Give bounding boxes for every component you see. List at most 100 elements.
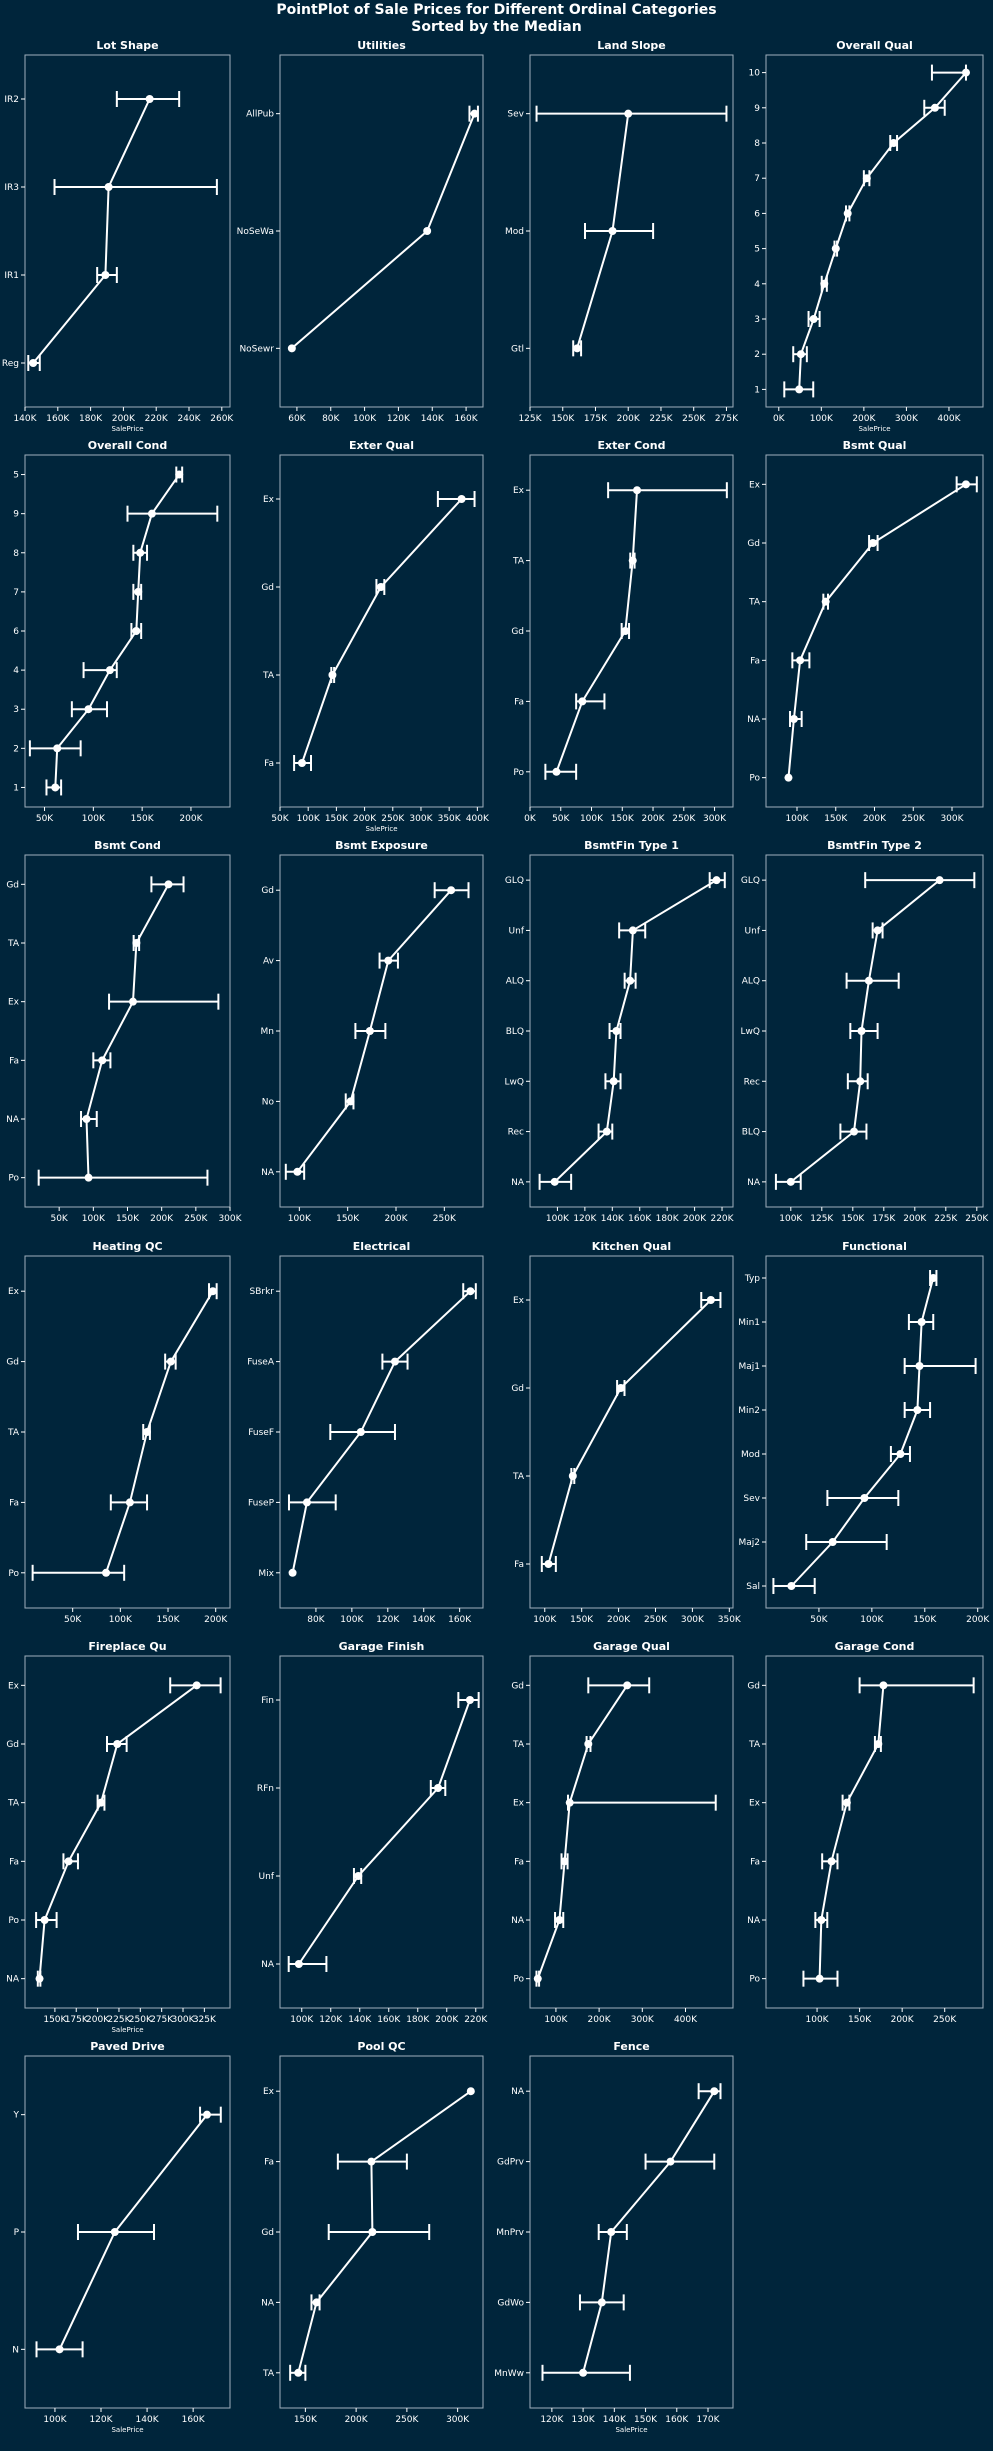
y-tick-label: Ex (513, 1799, 525, 1809)
data-point (132, 627, 141, 635)
data-point (787, 1582, 796, 1590)
x-tick-label: 120K (319, 2015, 343, 2025)
x-tick-label: 200K (353, 814, 377, 824)
subplot-title: Bsmt Cond (94, 839, 161, 852)
axes-frame (279, 454, 484, 808)
data-point (621, 627, 630, 635)
y-tick-label: TA (748, 1740, 761, 1750)
subplot-title: Overall Qual (836, 39, 913, 52)
x-tick-label: 150K (336, 1214, 360, 1224)
y-tick-label: Gtl (511, 344, 524, 354)
x-tick-label: 140K (412, 1615, 436, 1625)
y-tick-label: 9 (13, 510, 19, 520)
x-tick-label: 160K (377, 2015, 401, 2025)
data-point (368, 2228, 377, 2236)
y-tick-label: NA (747, 1178, 761, 1188)
series-line (547, 1299, 712, 1565)
subplot-heating-qc: Heating QC 50K 100K 150K 200K Ex Gd TA Fa Po (6, 1240, 231, 1625)
y-tick-label: Ex (8, 1287, 20, 1297)
x-axis-label: SalePrice (365, 825, 397, 833)
data-point (828, 1538, 837, 1546)
data-point (312, 2298, 321, 2307)
y-tick-label: Gd (261, 2228, 274, 2238)
y-tick-label: Gd (511, 1384, 524, 1394)
data-point (365, 1027, 374, 1035)
data-point (113, 1740, 122, 1748)
y-tick-label: Sal (746, 1582, 760, 1592)
x-tick-label: 225K (649, 414, 673, 424)
y-tick-label: Reg (2, 359, 19, 369)
y-tick-label: Gd (511, 1681, 524, 1691)
y-tick-label: TA (262, 671, 275, 681)
y-tick-label: BLQ (506, 1027, 524, 1037)
y-tick-label: Mn (261, 1027, 274, 1037)
subplot-title: Functional (842, 1240, 907, 1253)
data-point (64, 1857, 73, 1866)
data-point (873, 926, 882, 935)
x-tick-label: 160K (182, 2415, 206, 2425)
subplot-title: BsmtFin Type 1 (584, 839, 679, 852)
data-point (623, 1681, 632, 1690)
series-line (105, 1290, 214, 1574)
x-tick-label: 50K (36, 814, 54, 824)
subplot-title: Garage Finish (339, 1640, 425, 1653)
x-tick-label: 240K (177, 414, 201, 424)
x-tick-label: 300K (409, 814, 433, 824)
y-tick-label: Min1 (738, 1318, 760, 1328)
axes-frame (24, 1255, 231, 1609)
y-tick-label: Po (749, 774, 760, 784)
x-tick-label: 275K (150, 2015, 174, 2025)
data-point (35, 1974, 44, 1983)
x-tick-label: 150K (824, 814, 848, 824)
y-tick-label: TA (512, 1740, 525, 1750)
x-tick-label: 150K (325, 814, 349, 824)
x-tick-label: 160K (46, 414, 70, 424)
y-tick-label: Y (13, 2111, 20, 2121)
y-tick-label: 4 (13, 666, 19, 676)
x-tick-label: 120K (89, 2415, 113, 2425)
y-tick-label: Gd (6, 1358, 19, 1368)
x-tick-label: 100K (860, 1615, 884, 1625)
y-tick-label: Gd (747, 1681, 760, 1691)
y-tick-label: Mod (505, 227, 524, 237)
x-tick-label: 220K (464, 2015, 488, 2025)
x-tick-label: 300K (218, 1214, 242, 1224)
y-tick-label: GdWo (497, 2298, 524, 2308)
x-tick-label: 150K (294, 2415, 318, 2425)
data-point (376, 583, 385, 591)
series-line (38, 1684, 198, 1979)
x-tick-label: 250K (433, 1214, 457, 1224)
x-tick-label: 120K (540, 2415, 564, 2425)
y-tick-label: TA (7, 1428, 20, 1438)
x-tick-label: 250K (933, 2015, 957, 2025)
data-point (815, 1974, 824, 1983)
data-point (913, 1406, 922, 1414)
subplot-utilities: Utilities 60K 80K 100K 120K 140K 160K AllPub NoS… (237, 39, 484, 424)
axes-frame (529, 1255, 734, 1609)
data-point (857, 1027, 866, 1035)
x-tick-label: 120K (573, 1214, 597, 1224)
x-tick-label: 250K (672, 814, 696, 824)
figure-subtitle: Sorted by the Median (411, 19, 582, 35)
data-point (132, 939, 141, 947)
x-tick-label: 100K (82, 814, 106, 824)
data-point (930, 103, 939, 112)
figure-title: PointPlot of Sale Prices for Different O… (276, 2, 717, 18)
x-tick-label: 130K (572, 2415, 596, 2425)
y-tick-label: Ex (263, 2087, 275, 2097)
x-tick-label: 100K (779, 1214, 803, 1224)
y-tick-label: Rec (508, 1128, 524, 1138)
x-tick-label: 100K (288, 1214, 312, 1224)
data-point (578, 697, 587, 706)
data-point (465, 1696, 474, 1704)
x-tick-label: 100K (806, 2015, 830, 2025)
x-tick-label: 160K (665, 2415, 689, 2425)
data-point (55, 2345, 64, 2354)
x-tick-label: 180K (406, 2015, 430, 2025)
y-tick-label: Po (8, 1174, 19, 1184)
x-tick-label: 200K (863, 814, 887, 824)
x-tick-label: 100K (810, 414, 834, 424)
data-point (297, 759, 306, 767)
data-point (104, 183, 113, 191)
y-tick-label: MnWw (494, 2369, 524, 2379)
